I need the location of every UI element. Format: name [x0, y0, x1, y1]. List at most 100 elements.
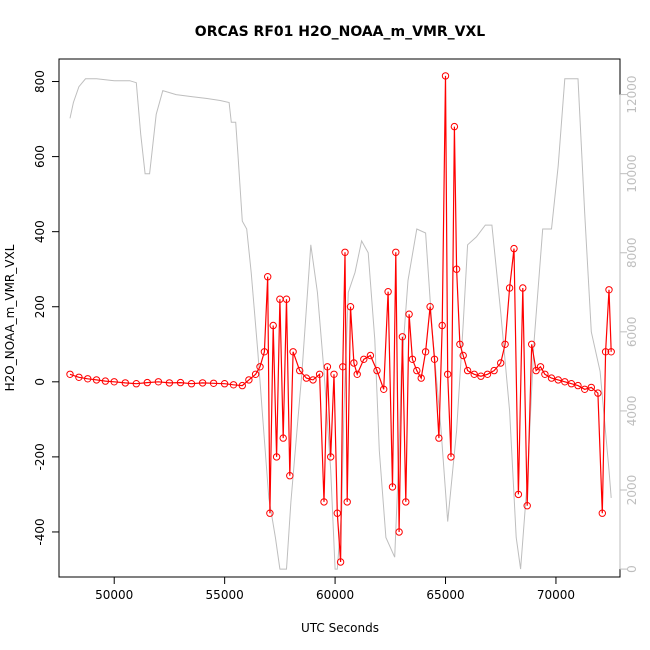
data-point: [92, 376, 101, 384]
altitude-series: [69, 78, 612, 570]
y-tick-label: 600: [33, 145, 47, 168]
data-point: [417, 374, 425, 382]
data-point: [198, 379, 207, 387]
data-point: [402, 498, 410, 506]
data-point: [289, 348, 297, 356]
data-point: [302, 374, 311, 382]
series-line-0: [69, 75, 612, 563]
data-point: [327, 453, 335, 461]
y2-tick-label: 2000: [625, 475, 639, 506]
data-point: [360, 355, 368, 363]
data-point: [598, 509, 606, 517]
data-point: [607, 348, 615, 356]
data-point: [110, 378, 118, 386]
y-tick-label: 800: [33, 70, 47, 93]
data-point: [245, 376, 253, 384]
data-point: [66, 370, 74, 378]
data-point: [350, 359, 358, 367]
data-point: [441, 72, 450, 80]
data-point: [132, 380, 141, 388]
data-point: [463, 366, 472, 375]
data-point: [459, 351, 467, 360]
data-point: [154, 378, 163, 386]
data-point: [477, 372, 485, 380]
data-point: [554, 376, 562, 384]
data-point: [143, 378, 152, 387]
data-point: [176, 378, 185, 387]
data-point: [251, 370, 260, 378]
data-point: [269, 321, 277, 330]
data-point: [587, 383, 595, 392]
data-point: [229, 381, 238, 389]
data-point: [282, 295, 291, 303]
h2o-series: [66, 72, 615, 566]
data-point: [373, 366, 381, 375]
data-point: [279, 434, 287, 442]
data-point: [238, 381, 247, 390]
data-point: [438, 321, 446, 330]
x-axis-label: UTC Seconds: [301, 621, 379, 635]
data-point: [209, 379, 218, 387]
series-line-1: [69, 78, 612, 570]
data-point: [121, 379, 130, 387]
data-point: [601, 348, 610, 356]
data-point: [426, 303, 434, 311]
data-point: [84, 375, 92, 383]
data-point: [260, 348, 269, 356]
x-tick-label: 55000: [206, 588, 244, 602]
data-point: [323, 363, 332, 371]
data-point: [392, 248, 400, 257]
data-point: [483, 370, 492, 378]
data-point: [380, 385, 388, 393]
data-point: [336, 558, 345, 566]
data-point: [315, 370, 324, 378]
y2-tick-label: 0: [625, 565, 639, 573]
data-point: [395, 528, 403, 536]
data-point: [567, 380, 576, 388]
y-tick-label: -400: [33, 518, 47, 545]
data-point: [470, 370, 478, 378]
data-point: [353, 370, 361, 378]
data-point: [523, 502, 531, 510]
y2-tick-label: 6000: [625, 317, 639, 348]
data-point: [536, 363, 545, 371]
data-point: [220, 380, 229, 388]
data-point: [514, 490, 523, 499]
y-tick-label: -200: [33, 443, 47, 470]
data-point: [333, 509, 341, 517]
data-point: [256, 363, 264, 371]
data-point: [547, 374, 556, 382]
data-point: [309, 376, 317, 384]
data-point: [264, 273, 272, 281]
data-point: [296, 366, 304, 375]
data-point: [497, 359, 505, 367]
data-point: [430, 355, 439, 363]
data-point: [450, 122, 459, 131]
data-point: [528, 340, 536, 348]
data-point: [444, 370, 452, 378]
data-point: [330, 370, 338, 378]
data-point: [421, 348, 430, 356]
data-point: [266, 509, 274, 517]
data-point: [165, 379, 174, 387]
data-point: [320, 498, 328, 506]
x-tick-label: 60000: [316, 588, 354, 602]
data-point: [187, 380, 196, 388]
data-point: [490, 366, 498, 375]
data-point: [456, 340, 464, 348]
data-point: [447, 453, 455, 461]
data-point: [413, 366, 421, 375]
x-tick-label: 50000: [95, 588, 133, 602]
data-point: [286, 472, 294, 480]
data-point: [101, 377, 110, 385]
data-point: [341, 248, 349, 257]
data-point: [452, 265, 461, 273]
data-point: [501, 340, 509, 348]
axes: 50000 55000 60000 65000 70000-400-2000200400…: [33, 70, 639, 602]
y2-tick-label: 12000: [625, 75, 639, 113]
data-point: [532, 366, 540, 375]
x-tick-label: 70000: [537, 588, 575, 602]
y-tick-label: 200: [33, 295, 47, 318]
data-point: [408, 355, 417, 363]
